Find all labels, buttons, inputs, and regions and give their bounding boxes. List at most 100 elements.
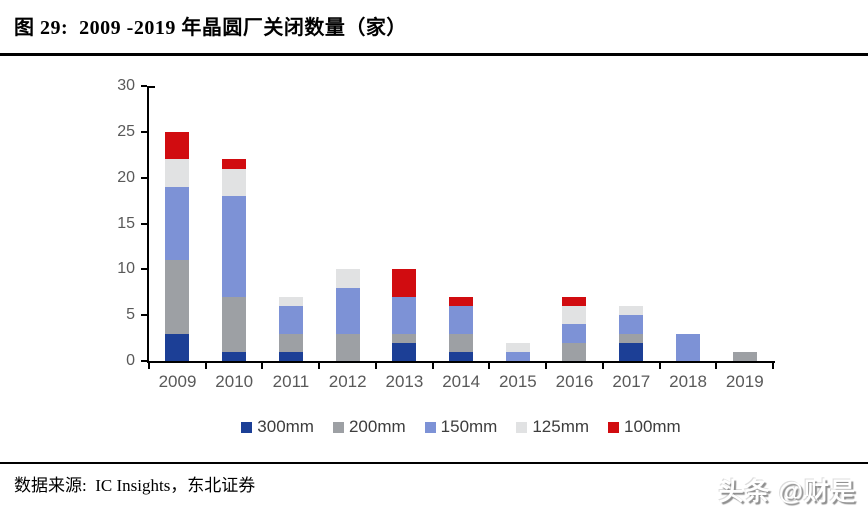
bar-segment-125mm	[562, 306, 587, 325]
y-axis-line	[147, 86, 149, 363]
stacked-bar	[222, 159, 247, 361]
stacked-bar	[675, 333, 700, 361]
bar-segment-100mm	[165, 131, 190, 160]
y-axis-tick	[141, 85, 147, 87]
legend-item-150mm: 150mm	[424, 417, 498, 437]
legend-label: 300mm	[257, 417, 314, 436]
y-axis-tick	[141, 314, 147, 317]
bar-segment-300mm	[278, 351, 303, 361]
stacked-bar	[278, 296, 303, 361]
x-axis-label: 2015	[498, 372, 537, 391]
x-axis-tick	[715, 363, 718, 369]
y-axis-top-cap	[149, 86, 155, 88]
bar-segment-200mm	[392, 333, 417, 343]
title-divider	[0, 53, 868, 56]
source-text: 数据来源: IC Insights，东北证券	[14, 476, 256, 495]
bar-segment-200mm	[562, 342, 587, 361]
bar-segment-125mm	[505, 342, 530, 352]
bar-segment-150mm	[165, 186, 190, 261]
figure-title: 图 29: 2009 -2019 年晶圆厂关闭数量（家）	[14, 17, 407, 39]
legend-swatch	[241, 421, 253, 433]
bar-segment-150mm	[392, 296, 417, 334]
x-axis-tick	[545, 363, 548, 369]
bar-segment-125mm	[222, 168, 247, 197]
stacked-bar	[505, 342, 530, 361]
x-axis-label: 2013	[385, 372, 424, 391]
x-axis-tick	[204, 363, 207, 369]
x-axis-label: 2011	[272, 372, 310, 391]
chart-legend: 300mm 200mm 150mm 125mm 100mm	[148, 417, 774, 437]
bar-segment-200mm	[278, 333, 303, 352]
x-axis-line	[147, 361, 775, 363]
bar-segment-150mm	[278, 306, 303, 334]
bar-segment-100mm	[222, 159, 247, 169]
bar-segment-150mm	[222, 196, 247, 297]
bar-segment-200mm	[165, 260, 190, 334]
x-axis-label: 2018	[669, 372, 707, 391]
bar-segment-300mm	[619, 342, 644, 361]
stacked-bar	[619, 306, 644, 361]
x-axis-tick	[601, 363, 604, 369]
legend-label: 150mm	[440, 417, 498, 436]
x-axis-label: 2019	[725, 372, 764, 391]
stacked-bar	[392, 269, 417, 361]
y-axis-tick	[141, 176, 147, 179]
bar-segment-150mm	[505, 351, 530, 361]
bar-segment-300mm	[449, 351, 473, 361]
x-axis-tick	[261, 363, 264, 369]
bar-segment-100mm	[392, 269, 417, 297]
y-axis-tick	[141, 268, 147, 271]
bar-segment-125mm	[165, 159, 190, 187]
legend-swatch	[608, 421, 620, 433]
stacked-bar	[562, 296, 587, 361]
x-axis-tick	[772, 363, 774, 369]
stacked-bar	[449, 296, 473, 361]
bar-segment-125mm	[335, 269, 360, 288]
y-axis-label: 20	[117, 168, 135, 186]
x-axis-label: 2016	[555, 372, 594, 391]
bar-segment-300mm	[165, 333, 190, 361]
stacked-bar	[165, 131, 190, 361]
x-axis-tick	[374, 363, 377, 369]
stacked-bar	[335, 269, 360, 361]
x-axis-tick	[488, 363, 491, 369]
bar-segment-100mm	[449, 296, 473, 307]
legend-label: 125mm	[532, 417, 590, 436]
y-axis-label: 5	[126, 306, 135, 324]
legend-label: 100mm	[624, 417, 681, 436]
legend-item-125mm: 125mm	[516, 417, 589, 437]
x-axis-tick	[431, 363, 434, 369]
y-axis-tick	[141, 360, 147, 362]
bar-segment-200mm	[335, 333, 360, 361]
y-axis-label: 30	[117, 77, 135, 94]
bar-segment-150mm	[562, 324, 587, 343]
bar-segment-200mm	[449, 333, 473, 352]
plot-area	[149, 86, 773, 361]
x-axis-tick	[318, 363, 321, 369]
x-axis-tick	[658, 363, 661, 369]
y-axis-label: 0	[126, 352, 135, 369]
x-axis-label: 2012	[328, 372, 367, 391]
x-axis-tick	[148, 363, 150, 369]
legend-swatch	[424, 421, 436, 433]
x-axis-label: 2017	[612, 372, 651, 391]
bar-segment-200mm	[732, 351, 757, 361]
bar-segment-300mm	[222, 351, 247, 361]
legend-item-300mm: 300mm	[241, 417, 314, 437]
bar-segment-200mm	[222, 296, 247, 352]
bar-segment-200mm	[619, 333, 644, 343]
bar-segment-150mm	[619, 315, 644, 334]
y-axis-label: 15	[117, 214, 135, 232]
legend-swatch	[516, 421, 528, 433]
x-axis-label: 2014	[442, 372, 481, 391]
bar-segment-150mm	[335, 287, 360, 334]
legend-item-100mm: 100mm	[608, 417, 681, 437]
y-axis-label: 25	[117, 122, 135, 140]
watermark-text: 头条 @财是	[718, 478, 856, 506]
footer-divider	[0, 462, 868, 464]
y-axis-tick	[141, 130, 147, 133]
bar-segment-125mm	[619, 306, 644, 316]
legend-swatch	[332, 421, 344, 433]
y-axis-label: 10	[117, 260, 135, 278]
